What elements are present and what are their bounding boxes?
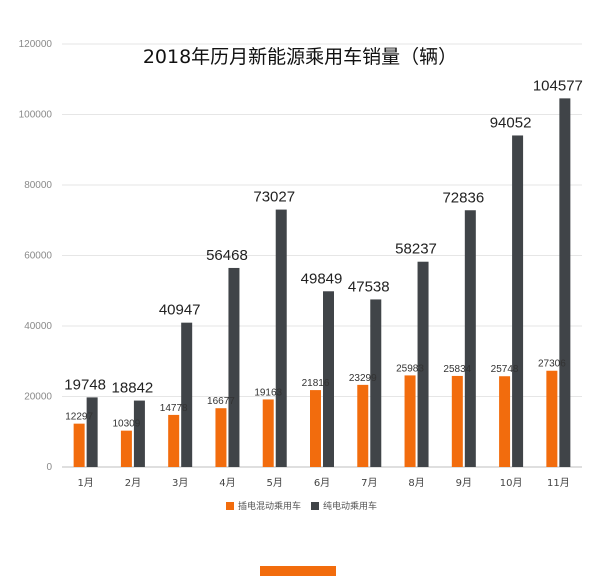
- bar-pure-electric: [417, 261, 429, 467]
- data-label-pure-electric: 19748: [64, 376, 106, 393]
- bar-pure-electric: [323, 291, 334, 467]
- bar-pure-electric: [86, 397, 98, 467]
- y-tick-label: 80000: [24, 180, 52, 191]
- bars: [73, 98, 571, 467]
- data-label-plugin-hybrid: 21816: [302, 378, 330, 389]
- data-label-plugin-hybrid: 25748: [491, 364, 519, 375]
- data-label-pure-electric: 94052: [490, 114, 532, 131]
- data-label-pure-electric: 47538: [348, 278, 390, 295]
- data-label-pure-electric: 72836: [442, 189, 484, 206]
- x-category-label: 1月: [77, 477, 93, 489]
- data-label-pure-electric: 18842: [112, 380, 154, 397]
- data-label-pure-electric: 49849: [301, 270, 343, 287]
- legend: 插电混动乘用车 纯电动乘用车: [226, 500, 377, 512]
- data-label-plugin-hybrid: 23299: [349, 373, 377, 384]
- bar-pure-electric: [228, 267, 240, 467]
- y-tick-label: 120000: [19, 39, 53, 50]
- data-label-plugin-hybrid: 27306: [538, 359, 566, 370]
- bar-plugin-hybrid: [120, 430, 132, 467]
- y-axis-ticks: 0 20000 40000 60000 80000 100000 120000: [19, 39, 53, 473]
- bar-plugin-hybrid: [499, 376, 511, 467]
- bar-plugin-hybrid: [451, 375, 463, 467]
- bar-pure-electric: [181, 322, 193, 467]
- x-category-label: 10月: [500, 477, 523, 489]
- y-tick-label: 60000: [24, 251, 52, 262]
- data-label-plugin-hybrid: 14778: [160, 403, 188, 414]
- gridlines: [62, 43, 582, 468]
- bar-plugin-hybrid: [215, 408, 227, 467]
- y-tick-label: 0: [46, 462, 52, 473]
- bar-plugin-hybrid: [310, 390, 321, 467]
- data-label-pure-electric: 58237: [395, 241, 437, 258]
- x-category-label: 6月: [314, 477, 330, 489]
- data-label-plugin-hybrid: 25983: [396, 363, 424, 374]
- data-label-plugin-hybrid: 16677: [207, 396, 235, 407]
- data-label-plugin-hybrid: 12297: [65, 412, 93, 423]
- data-label-pure-electric: 56468: [206, 247, 248, 264]
- data-label-plugin-hybrid: 10309: [113, 419, 141, 430]
- legend-swatch-pure-electric: [311, 502, 319, 510]
- x-category-label: 4月: [219, 477, 235, 489]
- y-tick-label: 40000: [24, 321, 52, 332]
- x-category-label: 2月: [125, 477, 141, 489]
- bar-plugin-hybrid: [357, 384, 369, 467]
- bar-pure-electric: [512, 135, 524, 467]
- bar-plugin-hybrid: [168, 414, 180, 467]
- legend-label-plugin-hybrid: 插电混动乘用车: [238, 500, 301, 512]
- legend-label-pure-electric: 纯电动乘用车: [323, 500, 377, 512]
- data-label-pure-electric: 104577: [533, 77, 583, 94]
- bar-pure-electric: [275, 209, 287, 467]
- bar-pure-electric: [464, 210, 476, 467]
- x-category-label: 11月: [547, 477, 570, 489]
- data-label-plugin-hybrid: 25834: [443, 364, 471, 375]
- x-axis-categories: 1月 2月 3月 4月 5月 6月 7月 8月 9月 10月 11月: [77, 477, 569, 489]
- data-labels: 12297 19748 10309 18842 14778 40947 16677 56468…: [64, 77, 583, 429]
- x-category-label: 9月: [456, 477, 472, 489]
- chart-title: 2018年历月新能源乘用车销量（辆）: [143, 46, 457, 68]
- bar-plugin-hybrid: [546, 370, 558, 467]
- x-category-label: 5月: [267, 477, 283, 489]
- footer-accent-bar: [260, 566, 336, 576]
- data-label-pure-electric: 73027: [253, 189, 295, 206]
- y-tick-label: 100000: [19, 110, 53, 121]
- legend-swatch-plugin-hybrid: [226, 502, 234, 510]
- x-category-label: 8月: [408, 477, 424, 489]
- bar-plugin-hybrid: [404, 375, 416, 467]
- bar-pure-electric: [370, 299, 382, 467]
- bar-pure-electric: [133, 400, 145, 467]
- bar-plugin-hybrid: [73, 423, 85, 467]
- x-category-label: 3月: [172, 477, 188, 489]
- x-category-label: 7月: [361, 477, 377, 489]
- data-label-pure-electric: 40947: [159, 302, 201, 319]
- data-label-plugin-hybrid: 19163: [254, 387, 282, 398]
- bar-plugin-hybrid: [262, 399, 274, 467]
- bar-pure-electric: [559, 98, 571, 467]
- y-tick-label: 20000: [24, 392, 52, 403]
